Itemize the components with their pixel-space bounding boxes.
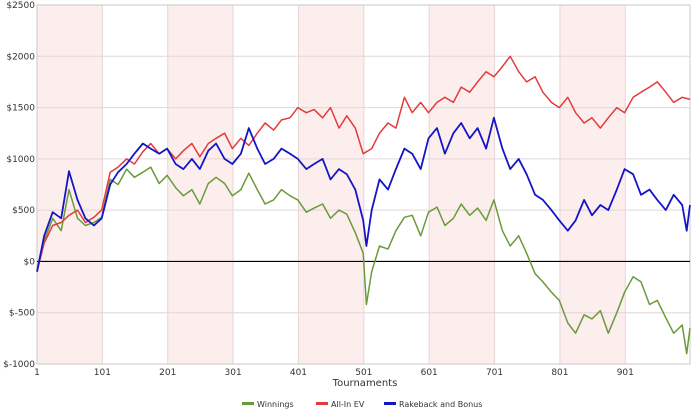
x-tick-label-1: 101 xyxy=(94,368,111,378)
legend-label: Rakeback and Bonus xyxy=(399,400,482,409)
x-tick-label-5: 501 xyxy=(355,368,372,378)
y-tick-label-5: $0 xyxy=(24,257,36,267)
shaded-band-0 xyxy=(37,5,102,364)
x-tick-label-8: 801 xyxy=(551,368,568,378)
y-tick-label-1: $2000 xyxy=(6,52,35,62)
legend-swatch xyxy=(384,402,396,405)
y-tick-label-2: $1500 xyxy=(6,104,35,114)
x-tick-label-9: 901 xyxy=(617,368,634,378)
legend-item-all-in-ev[interactable]: All-In EV xyxy=(316,400,365,409)
y-tick-label-7: $-1000 xyxy=(3,360,35,370)
y-tick-label-6: $-500 xyxy=(9,309,35,319)
y-tick-label-4: $500 xyxy=(12,206,35,216)
legend-label: All-In EV xyxy=(331,400,365,409)
legend-item-rakeback-and-bonus[interactable]: Rakeback and Bonus xyxy=(384,400,482,409)
shaded-band-3 xyxy=(429,5,494,364)
x-tick-label-2: 201 xyxy=(159,368,176,378)
shaded-band-1 xyxy=(168,5,233,364)
shaded-band-2 xyxy=(298,5,363,364)
legend-swatch xyxy=(316,402,328,405)
y-tick-label-0: $2500 xyxy=(6,1,35,11)
shaded-bands xyxy=(37,5,625,364)
x-tick-label-6: 601 xyxy=(421,368,438,378)
x-tick-label-7: 701 xyxy=(486,368,503,378)
x-tick-label-3: 301 xyxy=(225,368,242,378)
legend-label: Winnings xyxy=(257,400,294,409)
x-tick-label-0: 1 xyxy=(34,368,40,378)
y-tick-label-3: $1000 xyxy=(6,155,35,165)
x-axis-title: Tournaments xyxy=(332,378,398,389)
x-tick-label-4: 401 xyxy=(290,368,307,378)
legend-item-winnings[interactable]: Winnings xyxy=(242,400,294,409)
legend[interactable]: Winnings All-In EV Rakeback and Bonus xyxy=(242,400,482,409)
shaded-band-4 xyxy=(560,5,625,364)
legend-swatch xyxy=(242,402,254,405)
